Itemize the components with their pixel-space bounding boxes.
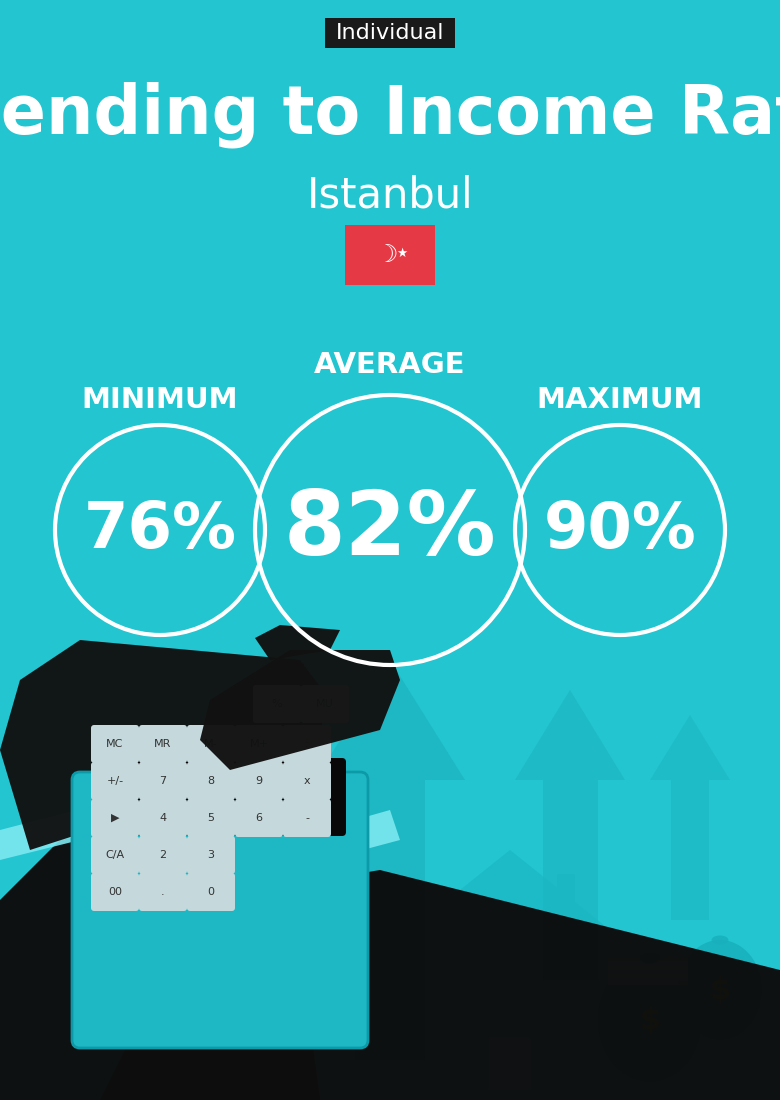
Text: .: . <box>161 887 165 896</box>
Text: MAXIMUM: MAXIMUM <box>537 386 704 414</box>
Polygon shape <box>671 780 709 920</box>
FancyBboxPatch shape <box>608 961 688 969</box>
Polygon shape <box>0 760 280 860</box>
Text: Istanbul: Istanbul <box>307 174 473 216</box>
FancyBboxPatch shape <box>325 18 455 48</box>
FancyBboxPatch shape <box>187 799 235 837</box>
Text: Spending to Income Ratio: Spending to Income Ratio <box>0 81 780 148</box>
Text: $: $ <box>640 1005 661 1034</box>
Polygon shape <box>489 1037 531 1090</box>
Ellipse shape <box>640 953 661 964</box>
FancyBboxPatch shape <box>608 977 688 985</box>
FancyBboxPatch shape <box>91 762 139 800</box>
FancyBboxPatch shape <box>301 685 349 723</box>
Text: $: $ <box>709 976 731 1004</box>
Text: 5: 5 <box>207 813 215 823</box>
Text: x: x <box>303 776 310 786</box>
FancyBboxPatch shape <box>235 799 283 837</box>
Text: 90%: 90% <box>544 499 697 561</box>
Polygon shape <box>380 958 640 1090</box>
Text: 6: 6 <box>256 813 263 823</box>
FancyBboxPatch shape <box>139 836 187 874</box>
FancyBboxPatch shape <box>235 762 283 800</box>
Text: :: : <box>305 739 309 749</box>
Text: 82%: 82% <box>284 486 496 573</box>
FancyBboxPatch shape <box>187 873 235 911</box>
FancyBboxPatch shape <box>283 725 331 763</box>
FancyBboxPatch shape <box>139 873 187 911</box>
FancyBboxPatch shape <box>187 836 235 874</box>
FancyBboxPatch shape <box>283 762 331 800</box>
Text: 76%: 76% <box>83 499 236 561</box>
Ellipse shape <box>598 958 702 1082</box>
Polygon shape <box>515 690 625 780</box>
Text: ★: ★ <box>396 246 408 260</box>
FancyBboxPatch shape <box>608 957 688 965</box>
Text: -: - <box>305 813 309 823</box>
Text: M+: M+ <box>250 739 268 749</box>
Text: 0: 0 <box>207 887 215 896</box>
Ellipse shape <box>711 935 729 945</box>
FancyBboxPatch shape <box>91 725 139 763</box>
Text: 7: 7 <box>159 776 167 786</box>
FancyBboxPatch shape <box>91 836 139 874</box>
Text: M-: M- <box>204 739 218 749</box>
FancyBboxPatch shape <box>187 725 235 763</box>
Text: %: % <box>271 698 282 710</box>
Text: AVERAGE: AVERAGE <box>314 351 466 380</box>
Polygon shape <box>543 780 597 980</box>
Polygon shape <box>255 625 340 660</box>
FancyBboxPatch shape <box>608 969 688 977</box>
FancyBboxPatch shape <box>139 762 187 800</box>
FancyBboxPatch shape <box>139 725 187 763</box>
Polygon shape <box>315 660 465 780</box>
Polygon shape <box>355 780 425 1060</box>
Polygon shape <box>557 874 575 917</box>
FancyBboxPatch shape <box>91 873 139 911</box>
FancyBboxPatch shape <box>72 772 368 1048</box>
Polygon shape <box>650 715 730 780</box>
FancyBboxPatch shape <box>94 758 346 836</box>
Text: 3: 3 <box>207 850 215 860</box>
Text: ▶: ▶ <box>111 813 119 823</box>
FancyBboxPatch shape <box>139 799 187 837</box>
Ellipse shape <box>678 940 762 1040</box>
FancyBboxPatch shape <box>608 965 688 974</box>
Text: MU: MU <box>316 698 334 710</box>
Text: MINIMUM: MINIMUM <box>82 386 239 414</box>
FancyBboxPatch shape <box>91 799 139 837</box>
Text: 2: 2 <box>159 850 167 860</box>
Text: Individual: Individual <box>335 23 445 43</box>
Text: 8: 8 <box>207 776 215 786</box>
Polygon shape <box>375 850 645 958</box>
Polygon shape <box>100 870 780 1100</box>
FancyBboxPatch shape <box>235 725 283 763</box>
Text: C/A: C/A <box>105 850 125 860</box>
FancyBboxPatch shape <box>253 685 301 723</box>
Polygon shape <box>90 810 400 920</box>
Text: +/-: +/- <box>106 776 123 786</box>
FancyBboxPatch shape <box>283 799 331 837</box>
FancyBboxPatch shape <box>187 762 235 800</box>
Text: 9: 9 <box>255 776 263 786</box>
Text: 00: 00 <box>108 887 122 896</box>
Polygon shape <box>200 650 400 770</box>
Text: MC: MC <box>106 739 124 749</box>
FancyBboxPatch shape <box>608 974 688 981</box>
Polygon shape <box>0 800 320 1100</box>
FancyBboxPatch shape <box>345 226 435 285</box>
Text: ☽: ☽ <box>375 243 397 267</box>
Text: MR: MR <box>154 739 172 749</box>
Text: 4: 4 <box>159 813 167 823</box>
Polygon shape <box>0 640 330 850</box>
